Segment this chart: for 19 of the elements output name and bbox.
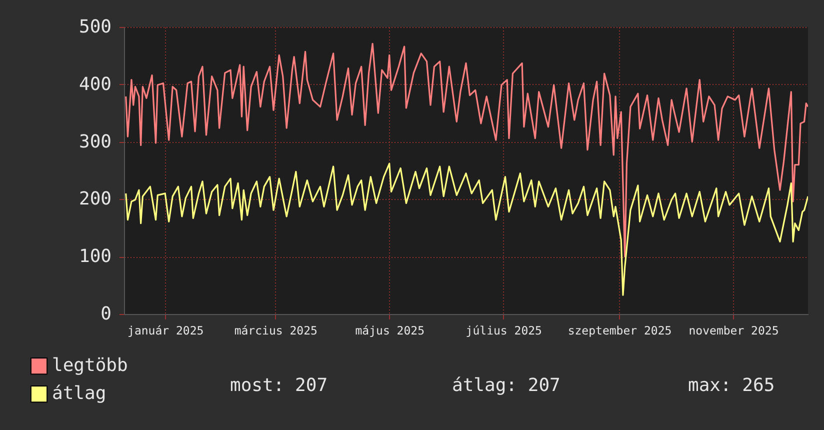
y-tick-label: 200 [78, 188, 112, 210]
x-tick-label: július 2025 [466, 324, 542, 338]
y-tick-label: 100 [78, 246, 112, 268]
text: max: 265 [688, 375, 775, 396]
text: átlag: 207 [452, 375, 560, 396]
x-tick-label: január 2025 [128, 324, 204, 338]
text: most: 207 [230, 375, 328, 396]
y-tick-label: 500 [78, 16, 112, 38]
x-tick-label: március 2025 [234, 324, 318, 338]
y-tick-label: 0 [100, 304, 112, 324]
x-tick-label: szeptember 2025 [568, 324, 672, 338]
x-tick-label: november 2025 [688, 324, 779, 338]
y-tick-label: 400 [78, 74, 112, 95]
line-series [125, 42, 808, 258]
x-tick-label: május 2025 [355, 324, 424, 338]
line-series [125, 162, 808, 296]
legend-label: átlag [52, 383, 106, 404]
y-tick-label: 300 [78, 131, 112, 152]
legend-label: legtöbb [52, 355, 128, 376]
